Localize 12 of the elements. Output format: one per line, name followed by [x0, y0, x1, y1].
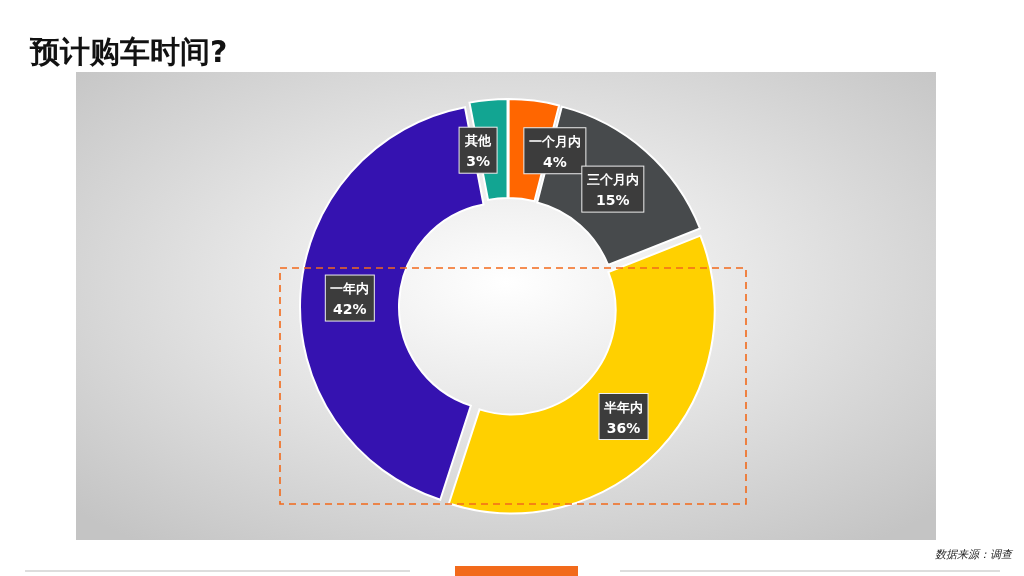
data-label: 3% [466, 153, 490, 170]
data-label: 4% [542, 153, 567, 170]
slice-label: 半年内 [603, 399, 644, 415]
data-label: 42% [333, 301, 367, 318]
slice-label: 三个月内 [586, 172, 639, 188]
source-note: 数据来源：调查 [935, 548, 1014, 561]
slice-label: 其他 [464, 133, 493, 149]
data-label: 36% [606, 419, 641, 436]
data-label: 15% [596, 192, 630, 209]
slice-label: 一个月内 [528, 133, 581, 149]
slice-label: 一年内 [330, 281, 370, 297]
chart-title: 预计购车时间? [29, 34, 228, 69]
